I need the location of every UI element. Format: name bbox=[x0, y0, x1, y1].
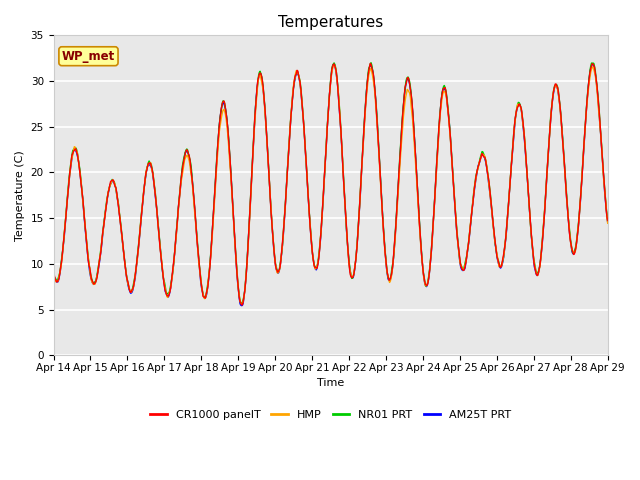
HMP bbox=[237, 301, 245, 307]
NR01 PRT bbox=[416, 221, 424, 227]
HMP bbox=[604, 220, 612, 226]
HMP bbox=[116, 222, 124, 228]
AM25T PRT bbox=[202, 293, 210, 299]
X-axis label: Time: Time bbox=[317, 378, 344, 388]
NR01 PRT bbox=[50, 274, 58, 280]
AM25T PRT bbox=[50, 272, 58, 278]
Line: AM25T PRT: AM25T PRT bbox=[54, 64, 608, 306]
NR01 PRT bbox=[399, 102, 407, 108]
CR1000 panelT bbox=[239, 302, 246, 308]
Legend: CR1000 panelT, HMP, NR01 PRT, AM25T PRT: CR1000 panelT, HMP, NR01 PRT, AM25T PRT bbox=[145, 406, 516, 424]
NR01 PRT bbox=[173, 223, 180, 228]
CR1000 panelT bbox=[60, 239, 67, 245]
Line: NR01 PRT: NR01 PRT bbox=[54, 63, 608, 303]
CR1000 panelT bbox=[604, 217, 612, 223]
Text: WP_met: WP_met bbox=[62, 50, 115, 63]
CR1000 panelT bbox=[367, 60, 374, 66]
HMP bbox=[50, 275, 58, 280]
CR1000 panelT bbox=[416, 223, 424, 229]
HMP bbox=[60, 240, 67, 245]
NR01 PRT bbox=[116, 219, 124, 225]
CR1000 panelT bbox=[50, 270, 58, 276]
CR1000 panelT bbox=[116, 220, 124, 226]
NR01 PRT bbox=[367, 60, 375, 66]
AM25T PRT bbox=[330, 61, 338, 67]
AM25T PRT bbox=[237, 303, 245, 309]
Line: HMP: HMP bbox=[54, 65, 608, 304]
HMP bbox=[330, 62, 338, 68]
HMP bbox=[202, 292, 210, 298]
HMP bbox=[173, 227, 180, 232]
HMP bbox=[399, 113, 407, 119]
NR01 PRT bbox=[237, 300, 244, 306]
AM25T PRT bbox=[173, 225, 180, 231]
AM25T PRT bbox=[60, 241, 67, 247]
AM25T PRT bbox=[116, 222, 124, 228]
AM25T PRT bbox=[399, 103, 407, 108]
AM25T PRT bbox=[416, 223, 424, 229]
Y-axis label: Temperature (C): Temperature (C) bbox=[15, 150, 25, 240]
AM25T PRT bbox=[604, 219, 612, 225]
CR1000 panelT bbox=[202, 291, 210, 297]
CR1000 panelT bbox=[173, 224, 180, 229]
NR01 PRT bbox=[604, 219, 612, 225]
NR01 PRT bbox=[60, 239, 67, 245]
HMP bbox=[416, 227, 424, 232]
NR01 PRT bbox=[202, 292, 210, 298]
CR1000 panelT bbox=[399, 103, 407, 108]
Title: Temperatures: Temperatures bbox=[278, 15, 383, 30]
Line: CR1000 panelT: CR1000 panelT bbox=[54, 63, 608, 305]
